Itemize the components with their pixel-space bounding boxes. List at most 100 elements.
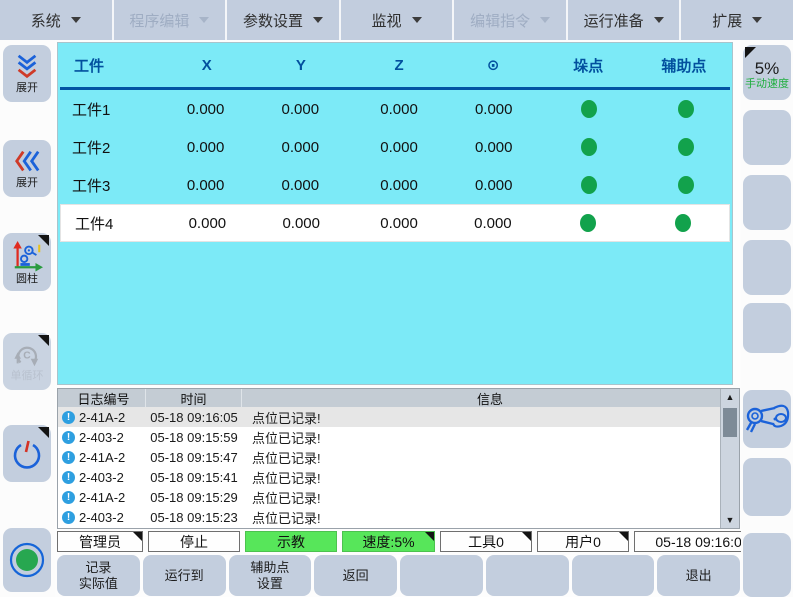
log-time: 05-18 09:15:47: [150, 449, 238, 465]
scrollbar-thumb[interactable]: [723, 408, 737, 437]
scroll-up-icon[interactable]: ▲: [725, 392, 735, 402]
manual-jog-button[interactable]: [743, 390, 791, 448]
side-button-empty: [743, 175, 791, 230]
menu-label: 监视: [371, 12, 402, 30]
log-col-time: 时间: [146, 389, 242, 407]
value-z: 0.000: [380, 176, 418, 194]
log-row[interactable]: ! 2-41A-2 05-18 09:15:29 点位已记录!: [58, 487, 739, 507]
button-label: 圆柱: [16, 272, 38, 285]
menu-parameter-settings[interactable]: 参数设置: [227, 0, 341, 40]
status-mode-teach[interactable]: 示教: [245, 531, 337, 552]
log-time: 05-18 09:15:23: [150, 509, 238, 525]
record-actual-value-button[interactable]: 记录 实际值: [57, 555, 140, 596]
log-row[interactable]: ! 2-403-2 05-18 09:15:23 点位已记录!: [58, 507, 739, 527]
workpiece-name: 工件2: [72, 139, 111, 157]
value-y: 0.000: [281, 138, 320, 156]
table-row-workpiece3[interactable]: 工件3 0.000 0.000 0.000 0.000: [58, 166, 732, 204]
aux-point-indicator: [675, 214, 692, 232]
col-header-x: X: [201, 56, 212, 74]
table-row-workpiece1[interactable]: 工件1 0.000 0.000 0.000 0.000: [58, 90, 732, 128]
cylinder-coordinate-button[interactable]: 圆柱: [3, 233, 51, 291]
menu-label: 参数设置: [242, 12, 303, 30]
status-user-level[interactable]: 管理员: [57, 531, 143, 552]
svg-text:C: C: [23, 351, 31, 362]
corner-flag-icon: [425, 532, 434, 541]
menu-label: 编辑指令: [470, 12, 531, 30]
workpiece-name: 工件3: [72, 177, 111, 195]
power-icon: [13, 440, 41, 469]
expand-down-button[interactable]: 展开: [3, 45, 51, 102]
menu-bar: 系统 程序编辑 参数设置 监视 编辑指令 运行准备 扩展: [0, 0, 793, 40]
value-y: 0.000: [282, 214, 320, 232]
log-rows: ! 2-41A-2 05-18 09:16:05 点位已记录! ! 2-403-2 …: [58, 407, 739, 528]
status-datetime: 05-18 09:16:09: [634, 531, 771, 552]
left-sidebar: 展开 展开 圆柱 C: [0, 40, 55, 597]
log-id: 2-41A-2: [79, 449, 126, 465]
col-header-workpiece: 工件: [74, 57, 105, 75]
menu-system[interactable]: 系统: [0, 0, 114, 40]
table-row-workpiece2[interactable]: 工件2 0.000 0.000 0.000 0.000: [58, 128, 732, 166]
chevron-down-icon: [312, 17, 323, 23]
log-id: 2-403-2: [79, 469, 124, 485]
log-row[interactable]: ! 2-41A-2 05-18 09:15:47 点位已记录!: [58, 447, 739, 467]
stack-point-indicator: [581, 138, 598, 156]
value-x: 0.000: [188, 214, 227, 232]
chevron-down-icon: [70, 17, 81, 23]
button-label: 辅助点: [250, 559, 290, 575]
log-row[interactable]: ! 2-403-2 05-18 09:15:41 点位已记录!: [58, 467, 739, 487]
log-message: 点位已记录!: [252, 470, 321, 486]
scroll-down-icon[interactable]: ▼: [725, 515, 735, 525]
log-col-message: 信息: [242, 389, 739, 407]
table-row-workpiece4-selected[interactable]: 工件4 0.000 0.000 0.000 0.000: [60, 204, 730, 242]
exit-button[interactable]: 退出: [657, 555, 740, 596]
single-cycle-icon: C: [14, 346, 39, 367]
corner-flag-icon: [745, 47, 756, 58]
col-header-stack-point: 垛点: [573, 57, 604, 75]
menu-run-preparation[interactable]: 运行准备: [568, 0, 682, 40]
chevron-down-icon: [411, 17, 422, 23]
button-label: 展开: [16, 177, 38, 189]
menu-extension[interactable]: 扩展: [681, 0, 793, 40]
status-tool[interactable]: 工具0: [440, 531, 532, 552]
stack-point-indicator: [581, 100, 598, 118]
speed-value: 5%: [754, 58, 780, 78]
button-label: 实际值: [78, 575, 118, 591]
status-label: 速度:5%: [362, 533, 415, 550]
log-message: 点位已记录!: [252, 410, 321, 426]
status-label: 工具0: [468, 533, 504, 550]
log-scrollbar[interactable]: ▲ ▼: [720, 389, 739, 528]
value-rotation: 0.000: [474, 176, 513, 194]
value-rotation: 0.000: [474, 214, 512, 232]
status-speed[interactable]: 速度:5%: [342, 531, 435, 552]
expand-down-icon: [17, 54, 37, 79]
empty-button: [571, 555, 655, 596]
aux-point-indicator: [677, 100, 694, 118]
corner-flag-icon: [38, 235, 49, 246]
button-label: 设置: [256, 575, 283, 591]
log-row[interactable]: ! 2-403-2 05-18 09:15:59 点位已记录!: [58, 427, 739, 447]
side-button-empty: [743, 533, 791, 597]
info-icon: !: [62, 430, 75, 444]
chevron-down-icon: [199, 17, 210, 23]
power-button[interactable]: [3, 425, 51, 482]
value-z: 0.000: [380, 214, 418, 232]
log-row-clipped[interactable]: !2-41A-2 05-18 09:15:17 点位已记录!: [58, 527, 739, 528]
menu-monitor[interactable]: 监视: [341, 0, 455, 40]
aux-point-settings-button[interactable]: 辅助点 设置: [228, 555, 312, 596]
menu-program-edit: 程序编辑: [114, 0, 228, 40]
button-label: 返回: [342, 567, 369, 583]
speed-label: 手动速度: [745, 77, 789, 90]
log-message: 点位已记录!: [252, 450, 321, 466]
workpiece-name: 工件1: [72, 101, 111, 119]
value-z: 0.000: [380, 138, 418, 156]
log-header: 日志编号 时间 信息: [58, 389, 739, 407]
log-row[interactable]: ! 2-41A-2 05-18 09:16:05 点位已记录!: [58, 407, 739, 427]
run-status-button[interactable]: [3, 528, 51, 592]
log-col-id: 日志编号: [58, 389, 146, 407]
run-to-button[interactable]: 运行到: [142, 555, 226, 596]
return-button[interactable]: 返回: [314, 555, 397, 596]
corner-flag-icon: [38, 427, 49, 438]
status-user-frame[interactable]: 用户0: [537, 531, 629, 552]
manual-speed-button[interactable]: 5% 手动速度: [743, 45, 791, 100]
expand-left-button[interactable]: 展开: [3, 140, 51, 197]
